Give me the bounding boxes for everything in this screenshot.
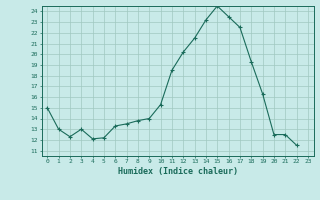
X-axis label: Humidex (Indice chaleur): Humidex (Indice chaleur): [118, 167, 237, 176]
